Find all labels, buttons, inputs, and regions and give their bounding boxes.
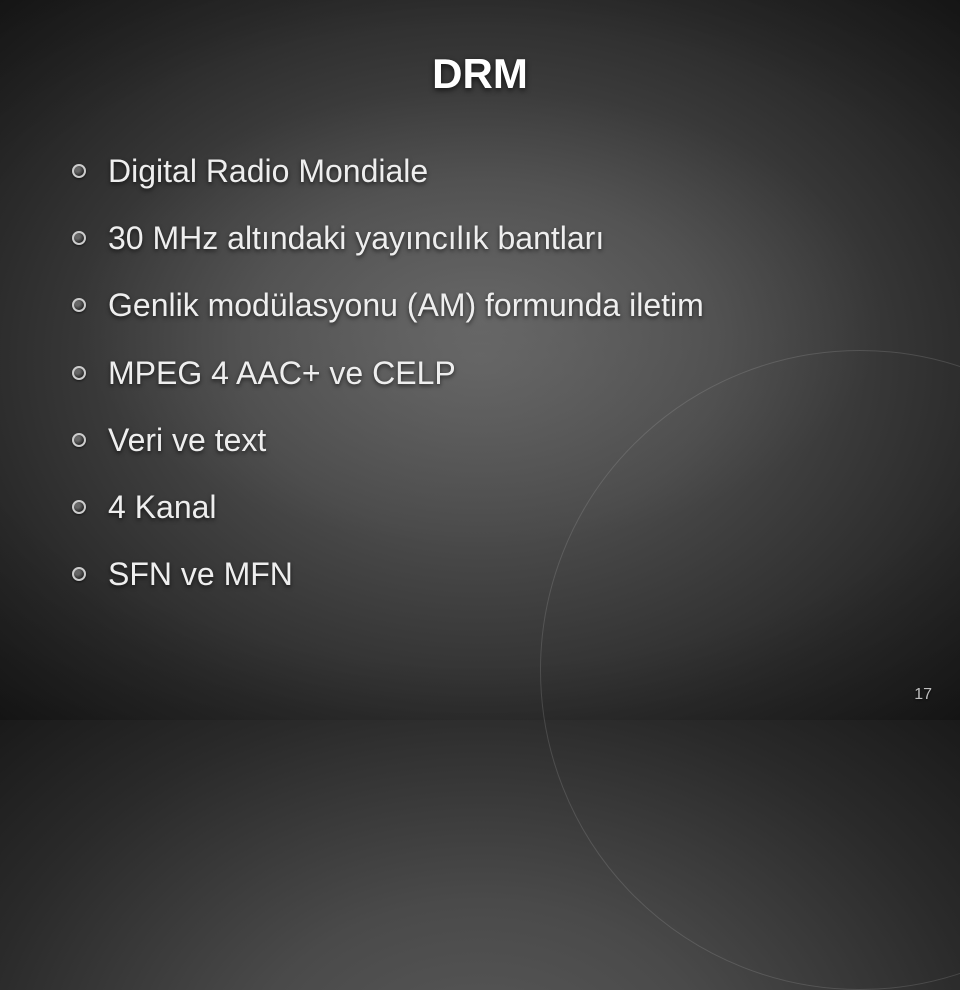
bullet-text: MPEG 4 AAC+ ve CELP [108,352,888,395]
slide-title: DRM [0,50,960,98]
bullet-icon [72,500,86,514]
bullet-text: Genlik modülasyonu (AM) formunda iletim [108,284,888,327]
bullet-icon [72,298,86,312]
list-item: 30 MHz altındaki yayıncılık bantları [72,217,888,260]
bullet-text: Veri ve text [108,419,888,462]
bullet-icon [72,231,86,245]
bullet-list: Digital Radio Mondiale 30 MHz altındaki … [72,150,888,620]
list-item: Genlik modülasyonu (AM) formunda iletim [72,284,888,327]
list-item: Veri ve text [72,419,888,462]
bullet-text: SFN ve MFN [108,553,888,596]
list-item: MPEG 4 AAC+ ve CELP [72,352,888,395]
bullet-text: 4 Kanal [108,486,888,529]
list-item: 4 Kanal [72,486,888,529]
bullet-text: 30 MHz altındaki yayıncılık bantları [108,217,888,260]
list-item: SFN ve MFN [72,553,888,596]
bullet-text: Digital Radio Mondiale [108,150,888,193]
bullet-icon [72,433,86,447]
bullet-icon [72,567,86,581]
bullet-icon [72,164,86,178]
list-item: Digital Radio Mondiale [72,150,888,193]
bullet-icon [72,366,86,380]
page-number: 17 [914,686,932,704]
